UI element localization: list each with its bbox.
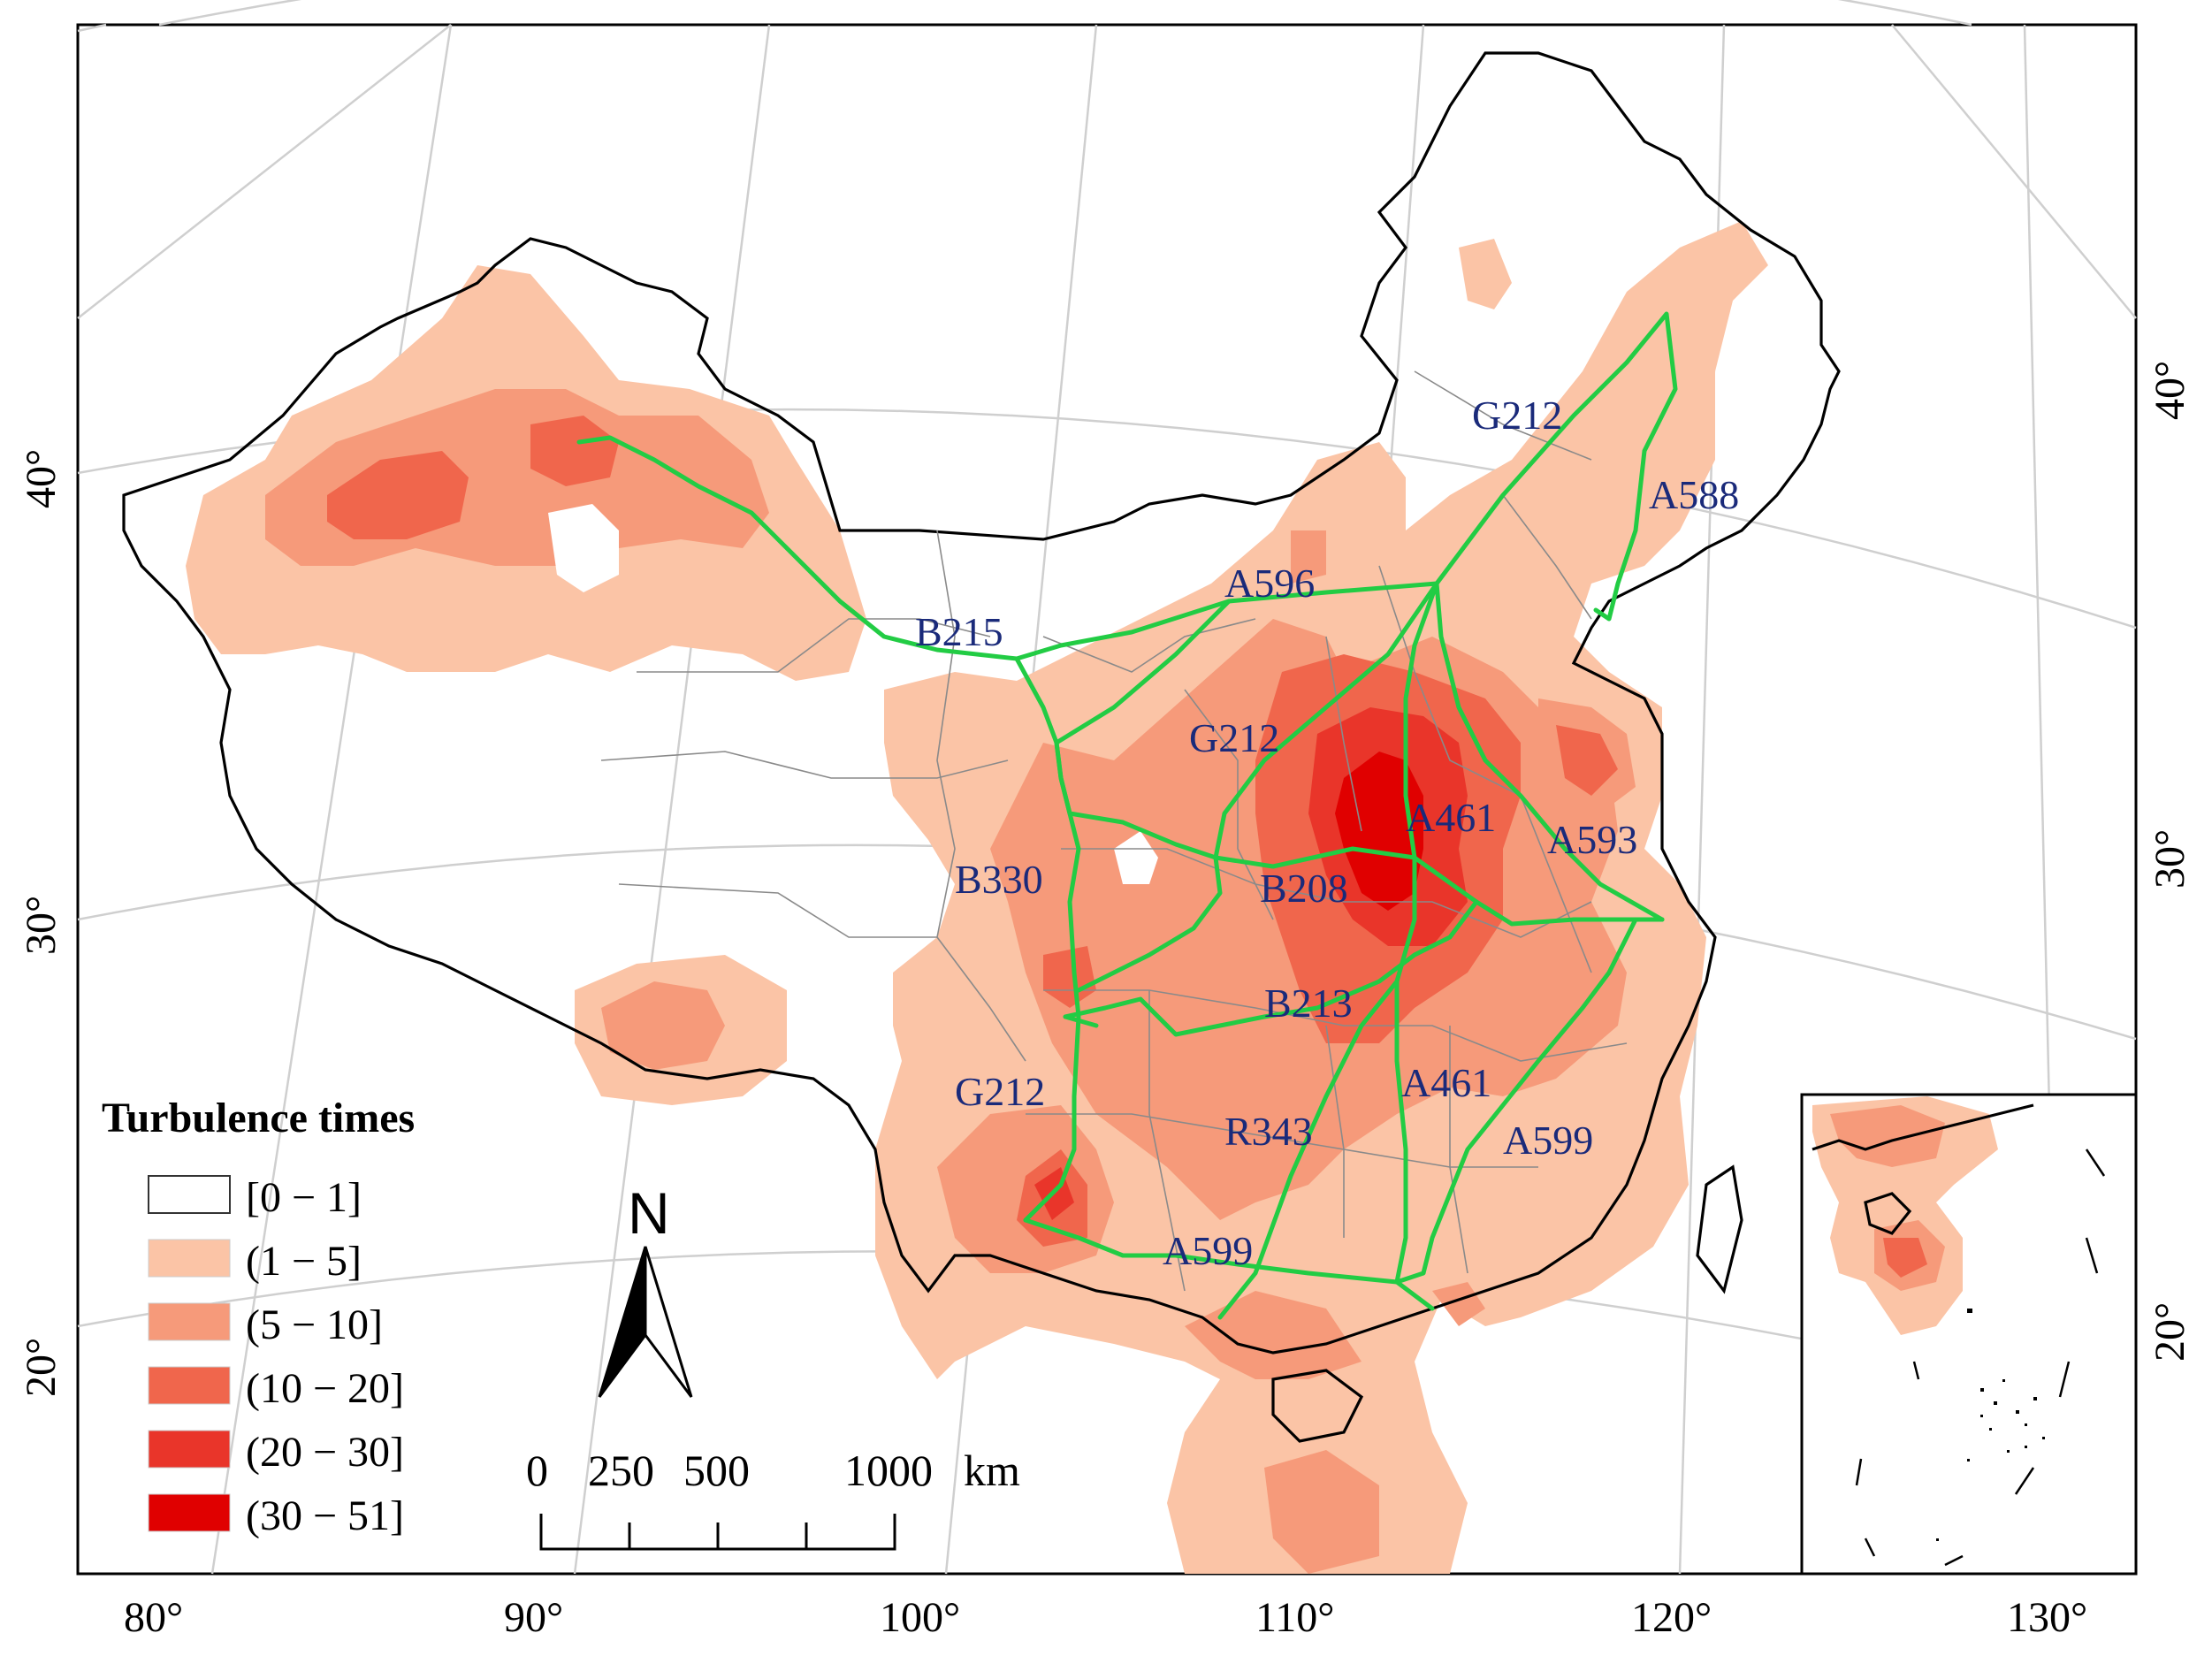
legend-item: (20 − 30] [148, 1429, 404, 1476]
route-label: A599 [1163, 1228, 1253, 1273]
zone-level-0-holes [548, 504, 1158, 884]
scale-bar-line [539, 1514, 896, 1551]
lon-tick: 90° [504, 1594, 563, 1641]
left-axis: 40° 30° 20° [18, 449, 65, 1397]
legend-swatch [148, 1302, 231, 1341]
lon-tick: 130° [2007, 1594, 2087, 1641]
route-label: B213 [1264, 981, 1353, 1026]
lon-tick: 120° [1631, 1594, 1712, 1641]
route-cross-nw-se [1076, 855, 1223, 993]
inset-turbulence-4 [1883, 1238, 1927, 1278]
route-b215-north [1014, 656, 1059, 745]
route-label: A461 [1406, 795, 1496, 840]
scale-label: 500 [683, 1446, 750, 1495]
route-label: B215 [915, 609, 1003, 654]
inset-hainan [1864, 1192, 1912, 1235]
route-label: G212 [1472, 393, 1562, 438]
route-se-coast-tail [1394, 1279, 1435, 1311]
legend-item: (30 − 51] [148, 1492, 404, 1539]
lon-tick: 80° [124, 1594, 183, 1641]
bottom-axis: 80° 90° 100° 110° 120° 130° [124, 1594, 2087, 1641]
scale-bar: 0 250 500 1000 km [526, 1446, 1020, 1551]
route-label: B330 [955, 857, 1043, 902]
inset-turbulence-2 [1830, 1105, 1945, 1167]
flight-routes [576, 311, 1678, 1320]
route-label: A593 [1547, 817, 1637, 862]
lat-tick: 20° [18, 1338, 65, 1397]
legend-label: (1 − 5] [246, 1238, 362, 1285]
legend-swatch [148, 1430, 231, 1469]
route-label: R343 [1224, 1109, 1313, 1154]
hainan-island [1271, 1369, 1364, 1443]
taiwan-island [1696, 1164, 1743, 1294]
legend-label: (10 − 20] [246, 1365, 404, 1412]
route-b213 [1063, 899, 1479, 1037]
lat-tick: 30° [18, 896, 65, 955]
scale-label: 0 [526, 1446, 548, 1495]
lat-tick: 40° [18, 449, 65, 508]
north-arrow: N [598, 1180, 693, 1398]
right-axis: 40° 30° 20° [2147, 361, 2193, 1362]
route-b213-west [1063, 1014, 1099, 1028]
route-b330 [1023, 740, 1081, 1223]
legend-label: [0 − 1] [246, 1174, 362, 1221]
north-arrow-label: N [628, 1180, 670, 1246]
route-label: G212 [1189, 715, 1279, 760]
legend-swatch [148, 1239, 231, 1278]
legend-title: Turbulence times [102, 1095, 415, 1141]
route-g212-north [1434, 311, 1678, 622]
route-label: A461 [1401, 1060, 1491, 1105]
province-borders [600, 370, 1628, 1292]
legend-item: [0 − 1] [148, 1174, 362, 1221]
legend-item: (1 − 5] [148, 1238, 362, 1285]
legend-swatch [148, 1175, 231, 1214]
route-r343 [1217, 979, 1400, 1320]
legend-item: (10 − 20] [148, 1365, 404, 1412]
legend-label: (20 − 30] [246, 1429, 404, 1476]
scale-label: 250 [588, 1446, 654, 1495]
north-arrow-right-half [644, 1246, 693, 1398]
lat-tick: 40° [2147, 361, 2193, 420]
route-a599-south [1023, 917, 1665, 1285]
lat-tick: 20° [2147, 1302, 2193, 1362]
route-labels: G212 A588 A596 B215 G212 A461 A593 B330 … [915, 393, 1739, 1273]
route-east-north [1434, 581, 1665, 922]
route-label: A588 [1649, 472, 1739, 517]
route-g212-central [1213, 581, 1439, 860]
national-border [122, 51, 1841, 1355]
inset-boundary-dash [1855, 1149, 2106, 1567]
legend-label: (5 − 10] [246, 1301, 383, 1348]
scale-label: km [964, 1446, 1020, 1495]
inset-islands [1936, 1309, 2045, 1541]
route-a461-south [1394, 855, 1417, 1285]
route-a461-north [1403, 581, 1439, 860]
zone-level-5 [1335, 752, 1423, 911]
legend-swatch [148, 1493, 231, 1532]
route-label: A599 [1503, 1118, 1593, 1163]
lon-tick: 100° [880, 1594, 960, 1641]
legend-swatch [148, 1366, 231, 1405]
scale-label: 1000 [844, 1446, 933, 1495]
route-label: G212 [955, 1069, 1045, 1114]
route-northwest [576, 435, 1439, 661]
route-label: A596 [1224, 561, 1315, 606]
inset-map [1800, 1093, 2138, 1576]
lon-tick: 110° [1255, 1594, 1334, 1641]
route-label: B208 [1260, 866, 1348, 911]
legend-label: (30 − 51] [246, 1492, 404, 1539]
lat-tick: 30° [2147, 829, 2193, 889]
legend-item: (5 − 10] [148, 1301, 383, 1348]
legend: Turbulence times [0 − 1] (1 − 5] (5 − 10… [102, 1095, 415, 1539]
route-a596 [1054, 599, 1232, 745]
inset-coast [1812, 1103, 2034, 1151]
